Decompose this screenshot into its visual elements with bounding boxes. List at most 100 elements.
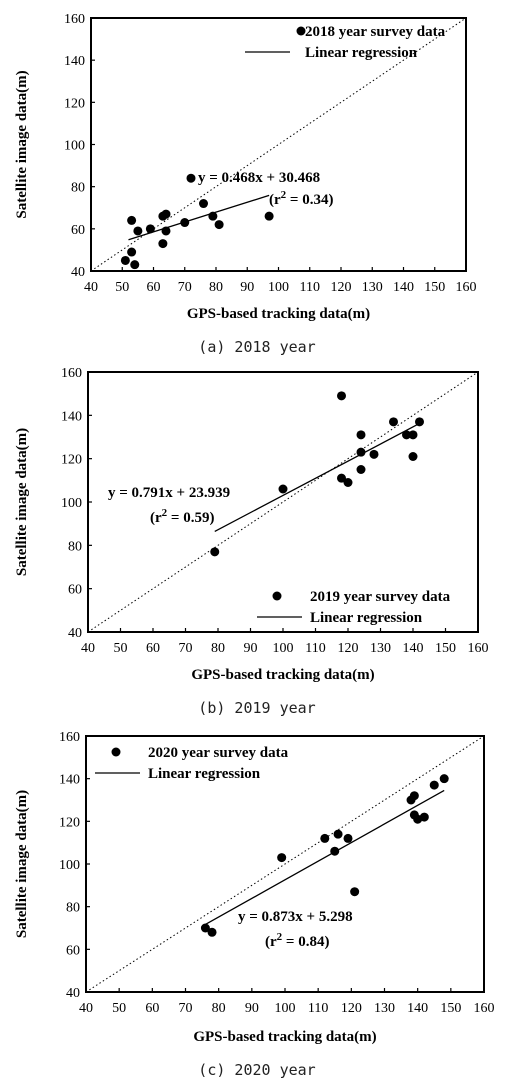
legend-label-regression: Linear regression — [148, 766, 261, 782]
y-tick-label: 60 — [68, 583, 82, 598]
x-tick-label: 40 — [84, 280, 98, 295]
y-axis-title: Satellite image data(m) — [14, 70, 30, 218]
x-tick-label: 130 — [370, 641, 391, 656]
legend-marker-survey — [272, 591, 282, 601]
y-tick-label: 60 — [71, 223, 85, 238]
legend-label-survey: 2020 year survey data — [148, 745, 289, 761]
y-tick-label: 140 — [64, 54, 85, 69]
data-point — [356, 430, 366, 440]
y-axis-title: Satellite image data(m) — [14, 428, 30, 576]
data-point — [369, 449, 379, 459]
data-point — [158, 239, 168, 249]
data-point — [337, 473, 346, 483]
y-tick-label: 60 — [66, 943, 80, 958]
chart-1: 40 50 60 70 80 90 100 110 120 130 140 150 160 40 60 80 1… — [14, 12, 477, 356]
data-point — [429, 780, 439, 790]
data-point — [120, 255, 130, 265]
x-tick-label: 50 — [112, 1001, 126, 1016]
x-tick-label: 70 — [179, 641, 193, 656]
data-point — [350, 887, 360, 897]
x-tick-label: 100 — [268, 280, 289, 295]
data-point — [180, 218, 190, 228]
x-tick-label: 40 — [79, 1001, 93, 1016]
data-point — [127, 215, 137, 225]
legend-marker-survey — [296, 26, 306, 36]
x-axis-title: GPS-based tracking data(m) — [191, 667, 374, 683]
y-tick-label: 160 — [64, 12, 85, 27]
r-squared-part: 2 — [162, 507, 168, 519]
data-point — [199, 199, 208, 209]
x-tick-label: 90 — [245, 1001, 259, 1016]
y-axis-title: Satellite image data(m) — [14, 790, 30, 938]
x-tick-label: 100 — [275, 1001, 296, 1016]
data-point — [356, 465, 366, 474]
x-tick-label: 140 — [403, 641, 424, 656]
x-tick-label: 90 — [240, 280, 254, 295]
y-tick-label: 40 — [71, 265, 85, 280]
regression-line — [214, 422, 420, 532]
x-axis-title: GPS-based tracking data(m) — [187, 306, 370, 322]
data-point — [415, 417, 424, 427]
regression-equation: y = 0.468x + 30.468 — [198, 170, 320, 186]
data-point — [133, 226, 143, 236]
x-tick-label: 150 — [424, 280, 445, 295]
x-tick-label: 130 — [362, 280, 383, 295]
identity-line — [85, 735, 485, 993]
r-squared-part: (r — [265, 934, 277, 950]
legend-label-regression: Linear regression — [310, 610, 423, 626]
y-tick-label: 100 — [64, 139, 85, 154]
y-tick-label: 100 — [59, 858, 80, 873]
r-squared-annotation: (r2 = 0.59) — [150, 507, 214, 526]
r-squared-annotation: (r2 = 0.34) — [269, 189, 333, 208]
y-tick-label: 140 — [59, 773, 80, 788]
data-point — [343, 478, 353, 487]
x-tick-label: 110 — [300, 280, 320, 295]
x-tick-label: 100 — [273, 641, 294, 656]
x-tick-label: 140 — [393, 280, 414, 295]
chart-3: 40 50 60 70 80 90 100 110 120 130 140 150 160 40 60 80 1… — [14, 730, 495, 1079]
x-tick-label: 110 — [308, 1001, 328, 1016]
y-tick-label: 120 — [59, 815, 80, 830]
y-tick-label: 80 — [71, 181, 85, 196]
r-squared-part: (r — [269, 192, 281, 208]
data-point — [408, 430, 418, 440]
data-point — [343, 833, 353, 843]
r-squared-part: 2 — [277, 931, 283, 943]
panel-caption: (a) 2018 year — [198, 338, 315, 356]
data-point — [409, 791, 419, 801]
r-squared-part: = 0.59) — [167, 510, 214, 526]
y-tick-label: 160 — [61, 366, 82, 381]
legend-marker-survey — [111, 747, 121, 757]
x-tick-label: 160 — [474, 1001, 495, 1016]
data-point — [127, 247, 137, 257]
x-tick-label: 70 — [179, 1001, 193, 1016]
x-tick-label: 130 — [374, 1001, 395, 1016]
data-point — [210, 547, 220, 557]
regression-equation: y = 0.873x + 5.298 — [238, 909, 353, 925]
x-tick-label: 80 — [212, 1001, 226, 1016]
data-point — [333, 829, 343, 839]
x-tick-label: 70 — [178, 280, 192, 295]
x-tick-label: 120 — [331, 280, 352, 295]
x-tick-label: 160 — [456, 280, 477, 295]
x-tick-label: 140 — [407, 1001, 428, 1016]
x-tick-label: 50 — [114, 641, 128, 656]
legend-label-regression: Linear regression — [305, 45, 418, 61]
chart-2: 40 50 60 70 80 90 100 110 120 130 140 150 160 40 60 80 1… — [14, 366, 489, 717]
data-point — [130, 260, 140, 270]
y-tick-label: 40 — [68, 626, 82, 641]
data-point — [264, 211, 274, 221]
legend-label-survey: 2018 year survey data — [305, 24, 446, 40]
x-tick-label: 60 — [146, 641, 160, 656]
data-point — [330, 846, 340, 856]
regression-line — [205, 789, 445, 926]
panel-caption: (c) 2020 year — [198, 1061, 315, 1079]
x-tick-label: 120 — [341, 1001, 362, 1016]
x-tick-label: 150 — [435, 641, 456, 656]
x-tick-label: 160 — [468, 641, 489, 656]
data-point — [214, 220, 224, 230]
r-squared-part: = 0.84) — [282, 934, 329, 950]
legend-label-survey: 2019 year survey data — [310, 589, 451, 605]
y-tick-label: 80 — [68, 539, 82, 554]
